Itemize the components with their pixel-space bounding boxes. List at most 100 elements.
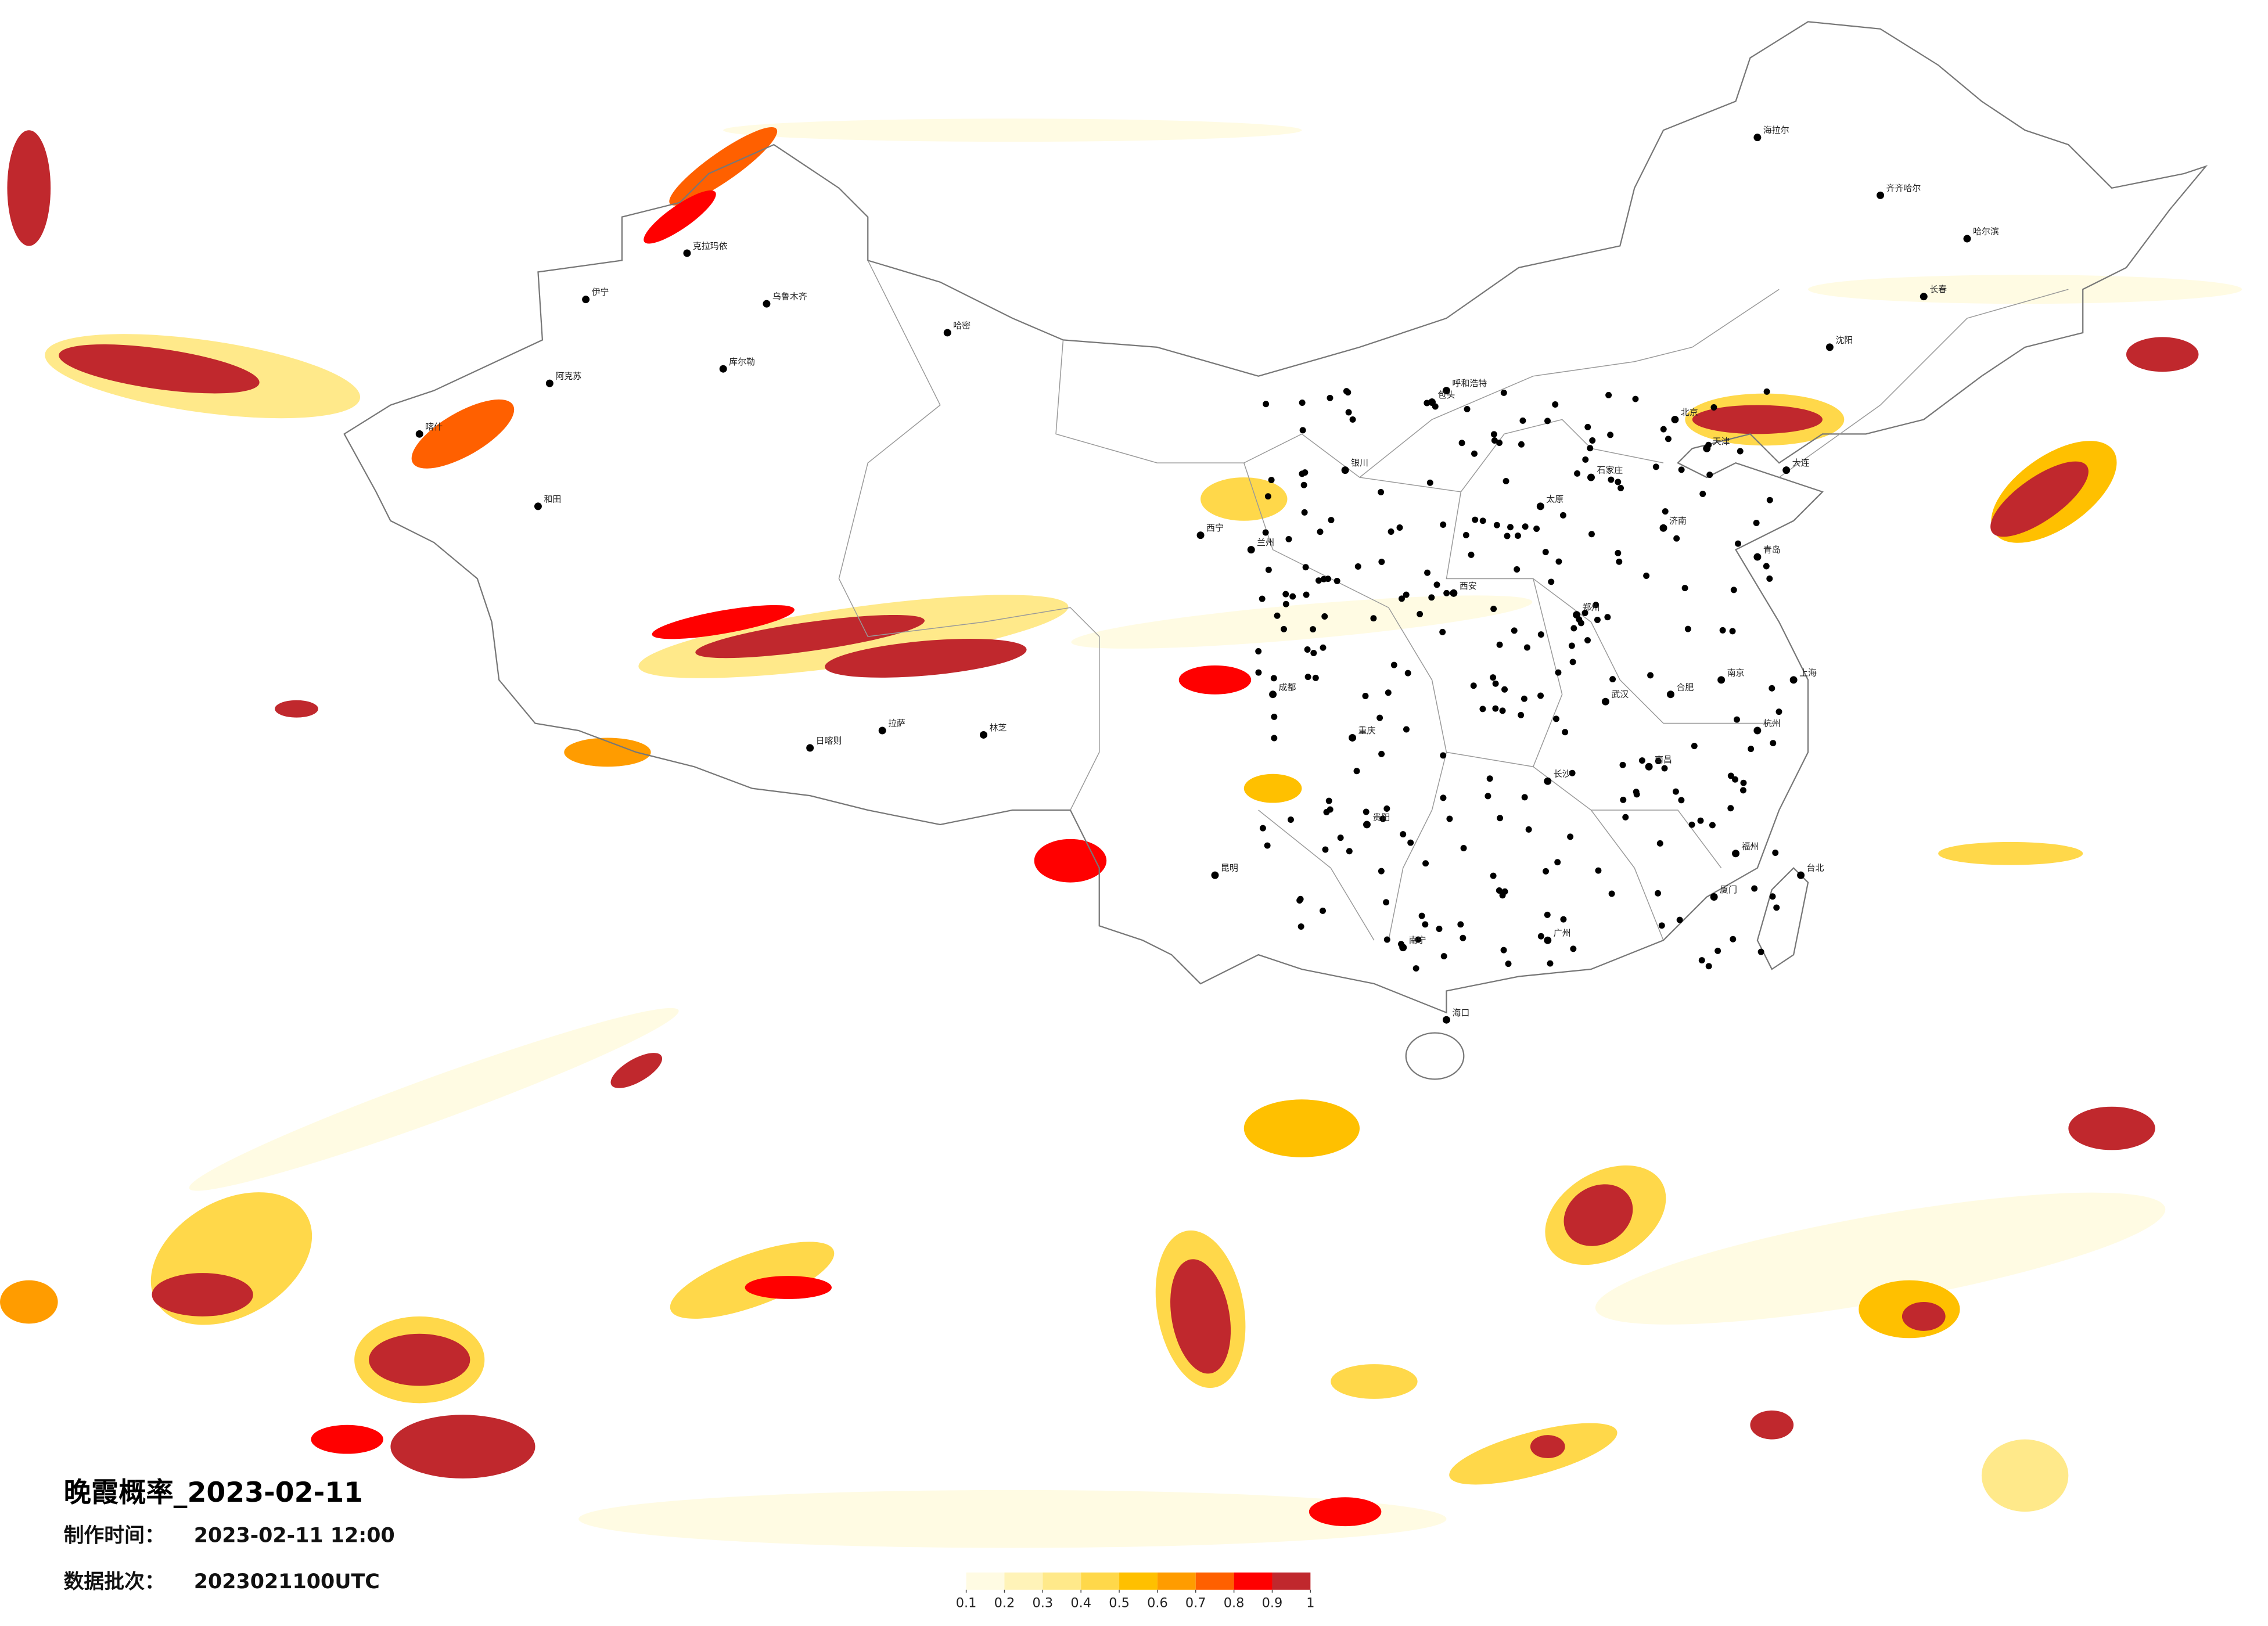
city-label: 齐齐哈尔 [1886,183,1921,193]
info-value: 2023-02-11 12:00 [194,1524,395,1548]
city-dot [1521,794,1528,801]
city-dot [1536,502,1544,510]
city-dot [1396,524,1403,531]
city-dot [1490,431,1497,438]
city-dot [1544,418,1551,425]
city-label: 乌鲁木齐 [772,292,807,302]
city-dot [1699,490,1706,497]
city-dot [1582,456,1589,463]
city-dot [1554,859,1561,866]
country-outline [343,21,2208,1080]
city-dot [1440,794,1447,801]
city-dot [1766,575,1773,582]
probability-patch [59,344,260,394]
city-dot [1304,646,1311,653]
city-dot [1282,600,1289,607]
city-dot [1341,466,1349,474]
city-dot [1378,868,1385,875]
city-dot [1490,674,1497,681]
city-dot [1547,960,1554,967]
city-dot [1638,757,1645,764]
colorbar: 0.1 0.2 0.3 0.4 0.5 0.6 0.7 0.8 0.9 1 [956,1572,1314,1611]
city-dot [1659,524,1667,532]
city-label: 哈尔滨 [1973,226,1999,237]
city-dot [1504,533,1511,539]
city-dot [1505,961,1512,967]
city-dot [1349,416,1356,423]
city-dot [1584,423,1591,430]
city-dot [1753,553,1762,561]
city-dot [1442,387,1450,395]
city-dot [1493,521,1500,528]
probability-patch [189,1008,679,1191]
city-dot [763,300,771,308]
city-dot [1681,585,1688,592]
city-dot [1271,735,1278,742]
province-borders [838,260,2069,941]
city-dot [1470,682,1477,689]
city-dot [1537,692,1544,699]
probability-patch [644,190,716,244]
city-dot [1730,587,1737,593]
city-dot [1672,788,1679,795]
city-label: 海拉尔 [1763,125,1789,135]
city-dot [1616,558,1623,565]
city-dot [1320,907,1326,914]
city-dot [1519,417,1526,424]
city-dot [1496,641,1503,648]
hainan [1405,1032,1465,1080]
city-dot [1418,912,1425,919]
city-dot [1656,840,1663,847]
city-dot [1671,415,1679,423]
city-dot [1500,947,1507,954]
map-title: 晚霞概率_2023-02-11 [64,1477,363,1509]
city-dot [1299,427,1306,434]
city-dot [1658,922,1665,929]
city-dot [1766,497,1773,503]
city-dot [1334,577,1340,584]
city-dot [1472,516,1479,523]
city-dot [1501,888,1508,895]
city-dot [1769,893,1776,900]
city-dot [1320,644,1327,651]
probability-patch [2126,337,2199,372]
city-dot [1383,899,1390,906]
city-dot [1703,444,1711,452]
city-dot [1247,546,1255,554]
city-label: 阿克苏 [555,371,581,382]
city-dot [1618,485,1624,491]
city-dot [1676,916,1683,923]
city-dot [1797,871,1805,879]
city-dot [1569,769,1576,776]
city-dot [1717,676,1726,684]
city-dot [1521,695,1527,702]
colorbar-tick-label: 0.9 [1262,1596,1283,1611]
city-dot [1269,690,1277,699]
city-dot [1573,611,1581,619]
city-dot [1769,685,1775,692]
city-dot [1196,531,1205,539]
city-dot [534,502,542,510]
city-dot [1542,549,1549,556]
city-dot [1378,559,1385,566]
city-dot [545,379,553,387]
city-dot [1555,669,1562,676]
city-dot [1552,715,1559,722]
city-dot [1259,825,1266,832]
colorbar-tick-label: 0.2 [994,1596,1015,1611]
city-dot [1301,509,1308,516]
colorbar-cell [1195,1572,1234,1590]
city-dot [1354,563,1361,570]
city-dot [1698,957,1705,964]
city-dot [1605,391,1612,398]
city-dot [1479,706,1486,713]
city-dot [1259,595,1266,602]
probability-patch [695,614,925,659]
city-dot [1632,395,1639,402]
city-dot [1537,631,1544,638]
probability-patch [564,738,651,767]
city-dot [1289,593,1296,600]
city-dot [1584,637,1591,644]
city-label: 厦门 [1720,884,1737,895]
city-dot [1544,911,1551,918]
